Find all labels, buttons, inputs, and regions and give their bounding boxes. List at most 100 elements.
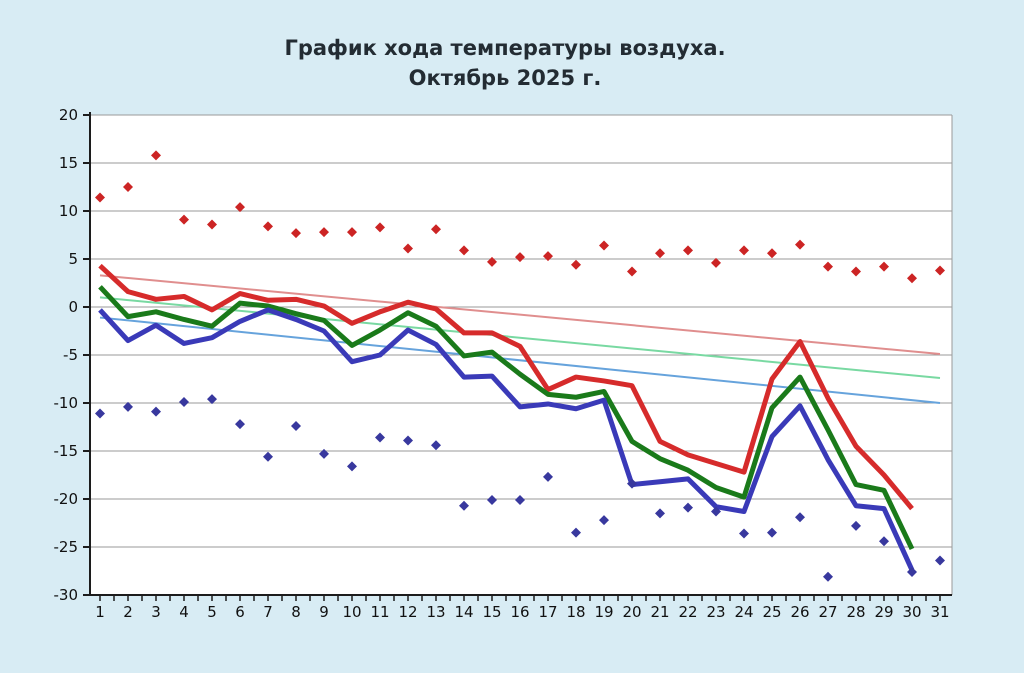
- red-points-marker: [291, 228, 301, 239]
- x-tick-label: 6: [235, 603, 245, 621]
- blue-points-marker: [767, 527, 777, 538]
- blue-points-marker: [515, 494, 525, 505]
- red-points-marker: [935, 265, 945, 276]
- blue-points-marker: [347, 461, 357, 472]
- red-points-marker: [711, 257, 721, 268]
- x-tick-label: 22: [678, 603, 697, 621]
- x-axis-ticks: 1 2 3 4 5 6 7 8 9 10 11 12 13 14 15 16 17 18 19 20 21 22 23 24 2…: [95, 595, 950, 621]
- blue-points-marker: [739, 528, 749, 539]
- red-points-marker: [207, 219, 217, 230]
- red-points-marker: [431, 224, 441, 235]
- red-points-marker: [879, 261, 889, 272]
- x-tick-label: 12: [398, 603, 417, 621]
- x-tick-label: 31: [930, 603, 949, 621]
- blue-points-marker: [459, 500, 469, 511]
- red-points: [95, 150, 945, 284]
- red-points-marker: [795, 239, 805, 250]
- blue-points-marker: [851, 520, 861, 531]
- x-tick-label: 8: [291, 603, 301, 621]
- red-points-marker: [319, 227, 329, 238]
- blue-points-marker: [683, 502, 693, 513]
- red-points-marker: [123, 182, 133, 192]
- blue-points-marker: [571, 527, 581, 538]
- trend-mint: [99, 296, 941, 380]
- x-tick-label: 28: [846, 603, 865, 621]
- x-tick-label: 13: [426, 603, 445, 621]
- y-tick-label: -25: [54, 538, 79, 556]
- blue-points-marker: [431, 440, 441, 451]
- y-tick-label: -5: [63, 346, 78, 364]
- x-tick-label: 19: [594, 603, 613, 621]
- x-tick-label: 1: [95, 603, 105, 621]
- y-tick-label: -10: [54, 394, 79, 412]
- x-tick-label: 3: [151, 603, 161, 621]
- red-points-marker: [459, 245, 469, 256]
- blue-points-marker: [263, 451, 273, 462]
- blue-points-marker: [907, 566, 917, 577]
- x-tick-label: 27: [818, 603, 837, 621]
- y-tick-label: -20: [54, 490, 79, 508]
- x-tick-label: 4: [179, 603, 189, 621]
- blue-points-marker: [151, 406, 161, 417]
- blue-points-marker: [123, 401, 133, 412]
- red-points-marker: [403, 243, 413, 254]
- red-points-marker: [627, 266, 637, 277]
- blue-points: [95, 394, 945, 582]
- blue-points-marker: [403, 435, 413, 446]
- x-tick-label: 16: [510, 603, 529, 621]
- x-tick-label: 14: [454, 603, 473, 621]
- x-tick-label: 17: [538, 603, 557, 621]
- x-tick-label: 10: [342, 603, 361, 621]
- x-tick-label: 9: [319, 603, 329, 621]
- x-tick-label: 7: [263, 603, 273, 621]
- blue-points-marker: [711, 506, 721, 517]
- y-tick-label: 15: [59, 154, 78, 172]
- chart-title-line2: Октябрь 2025 г.: [408, 66, 602, 90]
- blue-points-marker: [599, 515, 609, 526]
- y-tick-label: 10: [59, 202, 78, 220]
- blue-points-marker: [487, 494, 497, 505]
- x-tick-label: 25: [762, 603, 781, 621]
- x-tick-label: 30: [902, 603, 921, 621]
- x-tick-label: 11: [370, 603, 389, 621]
- red-points-marker: [487, 256, 497, 267]
- red-points-marker: [179, 214, 189, 225]
- blue-points-marker: [543, 471, 553, 482]
- red-points-marker: [235, 202, 245, 213]
- y-tick-label: 20: [59, 106, 78, 124]
- x-tick-label: 5: [207, 603, 217, 621]
- x-tick-label: 21: [650, 603, 669, 621]
- red-line: [98, 263, 914, 511]
- y-tick-label: -30: [54, 586, 79, 604]
- red-points-marker: [151, 150, 161, 161]
- chart-title-line1: График хода температуры воздуха.: [284, 36, 726, 60]
- blue-points-marker: [795, 512, 805, 523]
- trend-lightblue: [99, 316, 941, 404]
- red-points-marker: [823, 261, 833, 272]
- chart-title: График хода температуры воздуха. Октябрь…: [0, 33, 1010, 93]
- red-points-marker: [263, 221, 273, 232]
- red-points-marker: [655, 248, 665, 259]
- red-points-marker: [851, 266, 861, 277]
- blue-points-marker: [879, 536, 889, 547]
- blue-points-marker: [291, 421, 301, 432]
- y-tick-label: 5: [68, 250, 78, 268]
- blue-points-marker: [95, 408, 105, 419]
- y-tick-label: -15: [54, 442, 79, 460]
- x-tick-label: 29: [874, 603, 893, 621]
- blue-line: [98, 307, 915, 572]
- blue-points-marker: [207, 394, 217, 405]
- blue-points-marker: [319, 448, 329, 459]
- red-points-marker: [571, 259, 581, 270]
- blue-points-marker: [823, 571, 833, 582]
- green-line: [98, 285, 915, 550]
- red-points-marker: [907, 273, 917, 284]
- y-axis-ticks: 20 15 10 5 0 -5 -10 -15 -20 -25 -30: [54, 106, 90, 604]
- blue-points-marker: [375, 432, 385, 443]
- x-tick-label: 24: [734, 603, 753, 621]
- x-tick-label: 26: [790, 603, 809, 621]
- red-points-marker: [599, 240, 609, 251]
- blue-points-marker: [179, 397, 189, 408]
- red-points-marker: [375, 222, 385, 233]
- x-tick-label: 15: [482, 603, 501, 621]
